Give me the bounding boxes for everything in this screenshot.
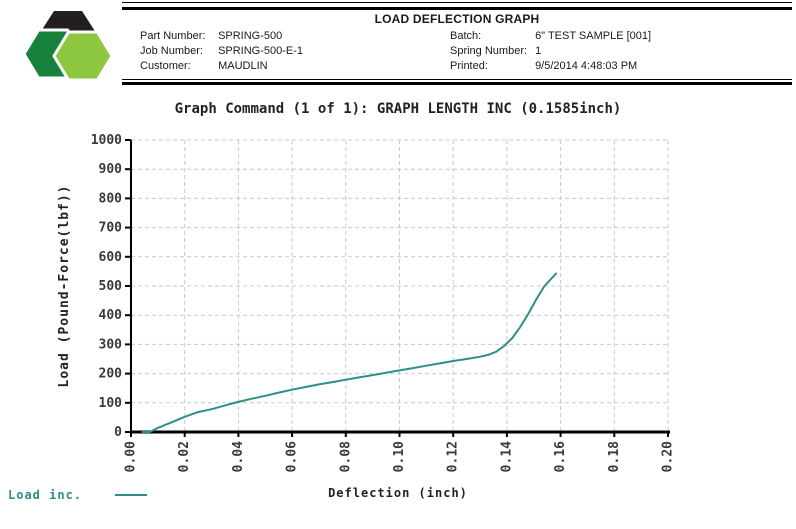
y-tick-label: 800 bbox=[99, 191, 123, 206]
y-axis-label: Load (Pound-Force(lbf)) bbox=[57, 184, 72, 387]
header-fields-left: Part Number: SPRING-500 Job Number: SPRI… bbox=[140, 29, 303, 74]
x-tick-label: 0.10 bbox=[392, 441, 407, 472]
field-label: Printed: bbox=[450, 60, 488, 72]
field-customer: Customer: MAUDLIN bbox=[140, 59, 303, 74]
x-tick-label: 0.18 bbox=[607, 441, 622, 472]
field-label: Customer: bbox=[140, 60, 191, 72]
legend-label: Load inc. bbox=[8, 488, 83, 502]
header-fields-right: Batch: 6" TEST SAMPLE [001] Spring Numbe… bbox=[450, 29, 651, 74]
field-value: MAUDLIN bbox=[218, 60, 268, 72]
header-bottom-rule bbox=[122, 79, 792, 85]
header-top-rule bbox=[122, 2, 792, 10]
x-tick-label: 0.20 bbox=[661, 441, 676, 472]
field-batch: Batch: 6" TEST SAMPLE [001] bbox=[450, 29, 651, 44]
x-tick-label: 0.06 bbox=[285, 441, 300, 472]
y-tick-label: 600 bbox=[99, 250, 123, 265]
x-tick-label: 0.08 bbox=[338, 441, 353, 472]
field-label: Batch: bbox=[450, 30, 482, 42]
y-tick-label: 400 bbox=[99, 308, 123, 323]
x-tick-label: 0.12 bbox=[446, 441, 461, 472]
y-tick-label: 700 bbox=[99, 221, 123, 236]
x-tick-label: 0.04 bbox=[231, 441, 246, 472]
field-spring-number: Spring Number: 1 bbox=[450, 44, 651, 59]
x-tick-label: 0.00 bbox=[124, 441, 139, 472]
field-value: 9/5/2014 4:48:03 PM bbox=[535, 60, 638, 72]
load-curve bbox=[141, 272, 558, 433]
field-value: SPRING-500 bbox=[218, 30, 283, 42]
y-tick-label: 300 bbox=[99, 337, 123, 352]
y-tick-label: 500 bbox=[99, 279, 123, 294]
y-tick-label: 0 bbox=[114, 425, 122, 440]
x-axis-label: Deflection (inch) bbox=[328, 486, 468, 500]
y-tick-label: 100 bbox=[99, 396, 123, 411]
graph-command-title: Graph Command (1 of 1): GRAPH LENGTH INC… bbox=[174, 101, 622, 117]
field-value: 1 bbox=[535, 45, 542, 57]
x-tick-label: 0.14 bbox=[499, 441, 514, 472]
report-title: LOAD DEFLECTION GRAPH bbox=[374, 12, 540, 26]
x-tick-label: 0.02 bbox=[177, 441, 192, 472]
field-label: Part Number: bbox=[140, 30, 206, 42]
field-printed: Printed: 9/5/2014 4:48:03 PM bbox=[450, 59, 651, 74]
field-part-number: Part Number: SPRING-500 bbox=[140, 29, 303, 44]
report-header: LOAD DEFLECTION GRAPH Part Number: SPRIN… bbox=[122, 2, 792, 85]
field-label: Job Number: bbox=[140, 45, 203, 57]
header-fields: Part Number: SPRING-500 Job Number: SPRI… bbox=[122, 29, 792, 75]
field-value: SPRING-500-E-1 bbox=[218, 45, 304, 57]
field-label: Spring Number: bbox=[450, 45, 528, 57]
company-logo bbox=[22, 9, 114, 82]
y-tick-label: 1000 bbox=[91, 133, 122, 148]
field-value: 6" TEST SAMPLE [001] bbox=[535, 30, 652, 42]
x-tick-label: 0.16 bbox=[553, 441, 568, 472]
y-tick-label: 900 bbox=[99, 162, 123, 177]
y-tick-label: 200 bbox=[99, 367, 123, 382]
field-job-number: Job Number: SPRING-500-E-1 bbox=[140, 44, 303, 59]
load-deflection-chart: 0 100 200 300 400 500 600 700 800 900 1000 0.00 0.02… bbox=[57, 133, 676, 496]
logo-hex-light-green bbox=[52, 30, 114, 82]
